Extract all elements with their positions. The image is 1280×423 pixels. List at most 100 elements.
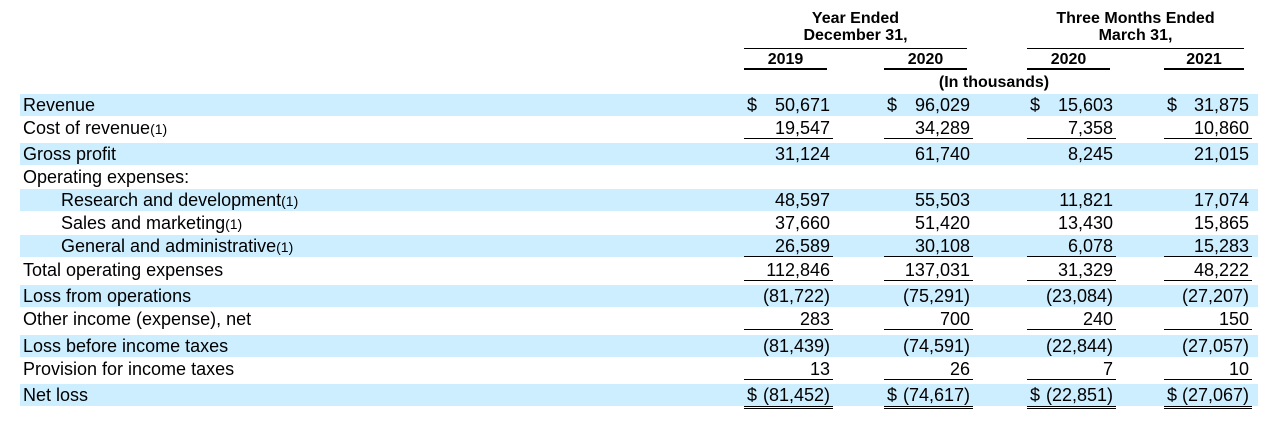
table-row: Provision for income taxes 13 26 7 10: [20, 358, 1258, 380]
value-cell: 26: [884, 358, 973, 380]
row-label-text: Total operating expenses: [23, 260, 224, 280]
table-row: Sales and marketing(1) 37,660 51,420 13,430…: [20, 212, 1258, 234]
value-amount: 10: [1228, 359, 1249, 379]
row-label: Total operating expenses: [23, 259, 223, 281]
value-cell: 15,865: [1164, 212, 1252, 233]
value-amount: 11,821: [1059, 190, 1113, 210]
value-amount: (22,851): [1045, 385, 1113, 405]
value-cell: $31,875: [1164, 94, 1252, 115]
value-amount: 17,074: [1193, 190, 1249, 210]
year-header-2019: 2019: [744, 51, 827, 70]
value-amount: (27,207): [1181, 286, 1249, 306]
header-group-three-months-line2: March 31,: [1098, 27, 1173, 44]
value-cell: 17,074: [1164, 189, 1252, 210]
table-row: Loss before income taxes (81,439) (74,591)…: [20, 335, 1258, 357]
value-cell: 700: [884, 308, 973, 330]
value-cell: 283: [744, 308, 833, 330]
currency-symbol: $: [1167, 95, 1178, 115]
value-cell: (27,207): [1164, 285, 1252, 306]
row-label: General and administrative(1): [61, 235, 293, 258]
value-cell: 6,078: [1027, 235, 1116, 257]
row-label: Research and development(1): [61, 189, 298, 212]
value-cell: $50,671: [744, 94, 833, 115]
table-row: Gross profit 31,124 61,740 8,245 21,015: [20, 143, 1258, 165]
table-row: Operating expenses:: [20, 166, 1258, 188]
row-label: Loss before income taxes: [23, 335, 228, 357]
value-cell: 15,283: [1164, 235, 1252, 257]
value-amount: 700: [939, 309, 970, 329]
footnote-marker: (1): [225, 216, 243, 232]
value-cell: 8,245: [1027, 143, 1116, 164]
row-label: Revenue: [23, 94, 95, 116]
header-group-year-ended-line1: Year Ended: [811, 10, 900, 27]
row-label-text: Gross profit: [23, 144, 117, 164]
value-amount: 50,671: [774, 95, 830, 115]
value-amount: 13: [809, 359, 830, 379]
value-cell: 30,108: [884, 235, 973, 257]
value-cell: 48,222: [1164, 259, 1252, 281]
currency-symbol: $: [747, 95, 758, 115]
row-label: Sales and marketing(1): [61, 212, 242, 235]
value-cell: $ (27,067): [1164, 384, 1252, 409]
value-amount: 26: [949, 359, 970, 379]
header-group-year-ended-rule: [744, 48, 967, 49]
value-amount: 31,329: [1057, 260, 1113, 280]
value-cell: (22,844): [1027, 335, 1116, 356]
row-label: Provision for income taxes: [23, 358, 234, 380]
value-amount: 7: [1102, 359, 1113, 379]
value-amount: (81,439): [762, 336, 830, 356]
value-amount: 21,015: [1193, 144, 1249, 164]
value-amount: 37,660: [774, 213, 830, 233]
value-cell: 55,503: [884, 189, 973, 210]
table-row: Other income (expense), net 283 700 240 150: [20, 308, 1258, 330]
value-amount: (74,617): [902, 385, 970, 405]
row-label-text: Sales and marketing: [61, 213, 226, 233]
value-amount: (27,057): [1181, 336, 1249, 356]
table-row: General and administrative(1) 26,589 30,10…: [20, 235, 1258, 257]
value-cell: 19,547: [744, 117, 833, 139]
value-cell: (23,084): [1027, 285, 1116, 306]
currency-symbol: $: [887, 385, 898, 405]
header-group-year-ended: Year Ended December 31,: [744, 10, 967, 44]
header-group-year-ended-line2: December 31,: [803, 27, 908, 44]
value-amount: 26,589: [774, 236, 830, 256]
value-cell: $ (74,617): [884, 384, 973, 409]
value-cell: 7: [1027, 358, 1116, 380]
value-cell: 112,846: [744, 259, 833, 281]
row-label-text: Loss from operations: [23, 286, 192, 306]
value-amount: 13,430: [1057, 213, 1113, 233]
value-amount: 112,846: [766, 260, 830, 280]
table-row: Net loss $ (81,452) $ (74,617) $ (22,851) $ (27,…: [20, 384, 1258, 409]
value-cell: $ (81,452): [744, 384, 833, 409]
value-cell: 7,358: [1027, 117, 1116, 139]
value-amount: 34,289: [914, 118, 970, 138]
value-amount: 30,108: [914, 236, 970, 256]
value-amount: 150: [1218, 309, 1249, 329]
table-row: Loss from operations (81,722) (75,291) (23,…: [20, 285, 1258, 307]
value-cell: (81,439): [744, 335, 833, 356]
value-cell: 51,420: [884, 212, 973, 233]
row-label-text: General and administrative: [61, 236, 277, 256]
footnote-marker: (1): [150, 121, 168, 137]
table-row: Total operating expenses 112,846 137,031 31…: [20, 259, 1258, 281]
row-label-text: Net loss: [23, 385, 89, 405]
currency-symbol: $: [887, 95, 898, 115]
units-label: (In thousands): [938, 74, 1050, 91]
value-cell: $ (22,851): [1027, 384, 1116, 409]
value-cell: 10: [1164, 358, 1252, 380]
row-label-text: Provision for income taxes: [23, 359, 235, 379]
row-label-text: Revenue: [23, 95, 96, 115]
row-label: Gross profit: [23, 143, 116, 165]
header-group-three-months-rule: [1027, 48, 1244, 49]
value-amount: (74,591): [902, 336, 970, 356]
value-amount: 8,245: [1067, 144, 1113, 164]
currency-symbol: $: [747, 385, 758, 405]
value-amount: 7,358: [1067, 118, 1113, 138]
value-cell: 26,589: [744, 235, 833, 257]
value-amount: 61,740: [914, 144, 970, 164]
value-cell: 31,329: [1027, 259, 1116, 281]
row-label: Cost of revenue(1): [23, 117, 167, 140]
value-cell: (27,057): [1164, 335, 1252, 356]
value-cell: 11,821: [1027, 189, 1116, 210]
value-amount: (75,291): [902, 286, 970, 306]
